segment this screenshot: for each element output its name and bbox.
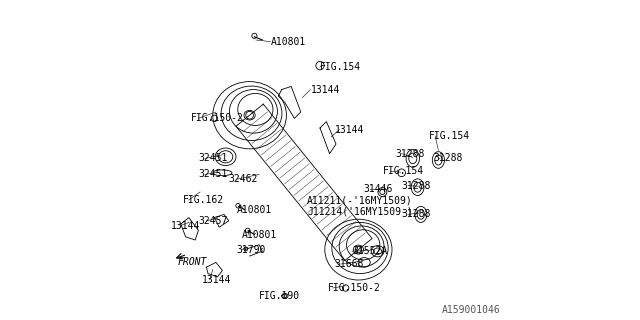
Text: FIG.150-2: FIG.150-2 [191,113,243,124]
Text: 31288: 31288 [402,209,431,220]
Text: J11214('16MY1509-): J11214('16MY1509-) [307,206,413,216]
Text: 32457: 32457 [198,216,228,226]
Text: 31288: 31288 [434,153,463,164]
Text: 13144: 13144 [310,84,340,95]
Text: A11211(-'16MY1509): A11211(-'16MY1509) [307,195,413,205]
Text: FIG.154: FIG.154 [429,131,470,141]
Text: 13144: 13144 [334,124,364,135]
Text: FRONT: FRONT [178,257,207,268]
Text: A10801: A10801 [270,36,306,47]
Text: FIG.154: FIG.154 [383,166,424,176]
Text: 31288: 31288 [402,180,431,191]
Text: 31790: 31790 [237,244,266,255]
Text: 31446: 31446 [364,184,392,194]
Text: 32451: 32451 [198,169,228,180]
Text: FIG.162: FIG.162 [182,195,223,205]
Text: A159001046: A159001046 [442,305,500,316]
Text: 32451: 32451 [198,153,228,164]
Text: A10801: A10801 [242,230,277,240]
Text: 13144: 13144 [202,275,231,285]
Text: 13144: 13144 [172,220,200,231]
Text: 31668: 31668 [334,259,364,269]
Text: FIG.190: FIG.190 [259,291,300,301]
Text: 31552A: 31552A [352,246,387,256]
Text: FIG.150-2: FIG.150-2 [328,283,381,293]
Text: 31288: 31288 [396,148,424,159]
Text: 32462: 32462 [229,174,258,184]
Text: A10801: A10801 [237,204,272,215]
Text: FIG.154: FIG.154 [320,62,361,72]
